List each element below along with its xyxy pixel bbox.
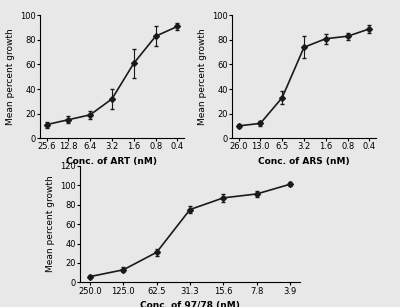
Y-axis label: Mean percent growth: Mean percent growth [6, 28, 14, 125]
Y-axis label: Mean percent growth: Mean percent growth [198, 28, 206, 125]
Y-axis label: Mean percent growth: Mean percent growth [46, 176, 54, 273]
X-axis label: Conc. of 97/78 (nM): Conc. of 97/78 (nM) [140, 301, 240, 307]
X-axis label: Conc. of ART (nM): Conc. of ART (nM) [66, 157, 158, 166]
X-axis label: Conc. of ARS (nM): Conc. of ARS (nM) [258, 157, 350, 166]
